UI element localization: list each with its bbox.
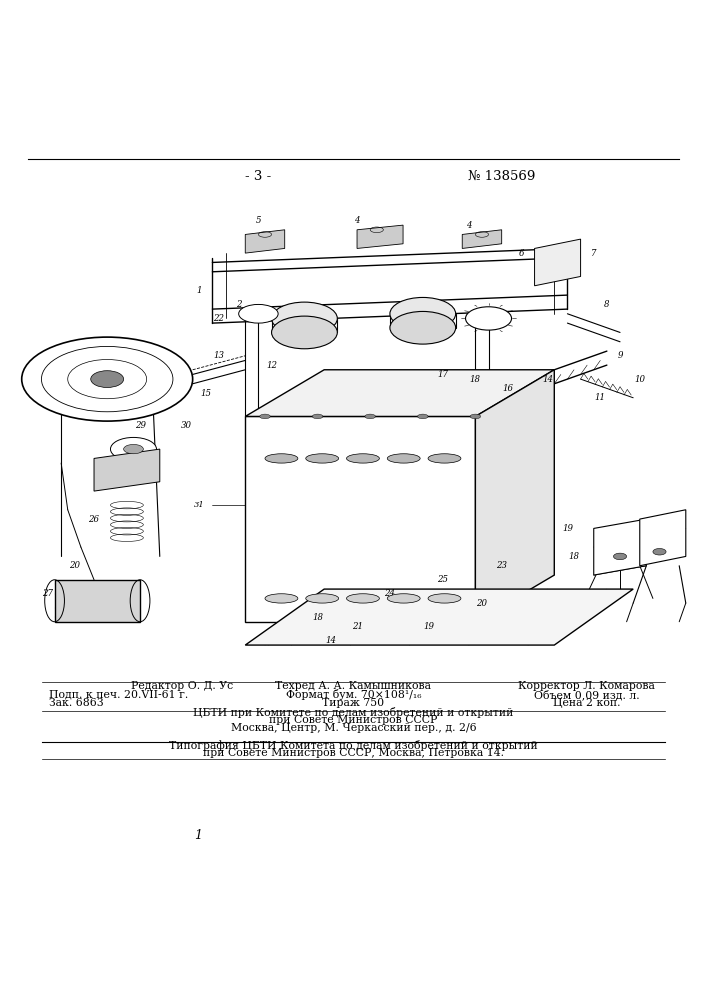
Text: 18: 18 (470, 375, 481, 384)
Text: 20: 20 (69, 561, 80, 570)
Text: 12: 12 (266, 361, 277, 370)
Text: 18: 18 (312, 613, 323, 622)
Text: 27: 27 (42, 589, 54, 598)
Ellipse shape (390, 311, 455, 344)
Ellipse shape (387, 454, 420, 463)
Text: 9: 9 (617, 351, 623, 360)
Text: 2: 2 (236, 300, 241, 309)
Text: 11: 11 (595, 393, 606, 402)
Text: 17: 17 (437, 370, 448, 379)
Text: 19: 19 (424, 622, 435, 631)
Text: 30: 30 (180, 421, 192, 430)
Ellipse shape (470, 414, 481, 419)
Text: 1: 1 (194, 829, 202, 842)
Polygon shape (534, 239, 580, 286)
Ellipse shape (346, 594, 380, 603)
Text: ЦБТИ при Комитете по делам изобретений и открытий: ЦБТИ при Комитете по делам изобретений и… (193, 707, 514, 718)
Text: 28: 28 (102, 468, 112, 477)
Ellipse shape (418, 414, 428, 419)
Polygon shape (245, 416, 475, 622)
Text: 14: 14 (542, 375, 553, 384)
Text: 6: 6 (519, 249, 524, 258)
Text: при Совете Министров СССР, Москва, Петровка 14.: при Совете Министров СССР, Москва, Петро… (203, 748, 504, 758)
Ellipse shape (390, 297, 455, 330)
Ellipse shape (124, 444, 144, 454)
Text: Тираж 750: Тираж 750 (322, 698, 385, 708)
Ellipse shape (614, 553, 626, 560)
Text: 18: 18 (568, 552, 580, 561)
Text: 31: 31 (194, 501, 204, 509)
Text: 5: 5 (256, 216, 261, 225)
Text: 20: 20 (477, 599, 487, 608)
Ellipse shape (265, 594, 298, 603)
Ellipse shape (428, 454, 461, 463)
Ellipse shape (271, 302, 337, 335)
Text: 4: 4 (354, 216, 360, 225)
Ellipse shape (305, 594, 339, 603)
Polygon shape (357, 225, 403, 248)
Polygon shape (94, 449, 160, 491)
Polygon shape (475, 370, 554, 622)
Text: 21: 21 (351, 622, 363, 631)
Text: 14: 14 (325, 636, 337, 645)
Text: 15: 15 (200, 389, 211, 398)
Polygon shape (245, 230, 285, 253)
Text: 25: 25 (437, 575, 448, 584)
Text: 29: 29 (134, 421, 146, 430)
Text: 8: 8 (604, 300, 609, 309)
Text: 13: 13 (214, 351, 224, 360)
Polygon shape (245, 589, 633, 645)
Text: Формат бум. 70×108¹/₁₆: Формат бум. 70×108¹/₁₆ (286, 689, 421, 700)
Text: 23: 23 (496, 561, 507, 570)
Text: Подп. к печ. 20.VII-61 г.: Подп. к печ. 20.VII-61 г. (49, 689, 189, 699)
Text: 19: 19 (562, 524, 573, 533)
Text: Зак. 6863: Зак. 6863 (49, 698, 104, 708)
Ellipse shape (265, 454, 298, 463)
Polygon shape (245, 370, 554, 416)
Ellipse shape (90, 371, 124, 388)
Text: при Совете Министров СССР: при Совете Министров СССР (269, 715, 438, 725)
Ellipse shape (305, 454, 339, 463)
Ellipse shape (259, 414, 270, 419)
Ellipse shape (312, 414, 323, 419)
Text: Редактор О. Д. Ус: Редактор О. Д. Ус (131, 681, 233, 691)
Text: № 138569: № 138569 (468, 170, 536, 183)
Ellipse shape (239, 304, 278, 323)
Text: Техред А. А. Камышникова: Техред А. А. Камышникова (276, 681, 431, 691)
Text: - 3 -: - 3 - (245, 170, 271, 183)
Ellipse shape (428, 594, 461, 603)
Ellipse shape (110, 437, 156, 461)
Text: Цена 2 коп.: Цена 2 коп. (553, 698, 621, 708)
Ellipse shape (22, 337, 192, 421)
Ellipse shape (465, 307, 512, 330)
Text: 7: 7 (591, 249, 597, 258)
Text: Москва, Центр, М. Черкасский пер., д. 2/6: Москва, Центр, М. Черкасский пер., д. 2/… (230, 723, 477, 733)
Polygon shape (54, 580, 140, 622)
Text: 1: 1 (197, 286, 202, 295)
Ellipse shape (271, 316, 337, 349)
Text: Объем 0,09 изд. л.: Объем 0,09 изд. л. (534, 689, 640, 700)
Text: 4: 4 (466, 221, 472, 230)
Text: 16: 16 (503, 384, 514, 393)
Text: 22: 22 (214, 314, 224, 323)
Polygon shape (594, 519, 646, 575)
Polygon shape (640, 510, 686, 566)
Text: Типография ЦБТИ Комитета по делам изобретений и открытий: Типография ЦБТИ Комитета по делам изобре… (169, 740, 538, 751)
Ellipse shape (387, 594, 420, 603)
Polygon shape (462, 230, 502, 248)
Text: Корректор Л. Комарова: Корректор Л. Комарова (518, 681, 655, 691)
Text: 24: 24 (385, 589, 395, 598)
Text: 10: 10 (634, 375, 645, 384)
Ellipse shape (346, 454, 380, 463)
Text: 26: 26 (88, 515, 100, 524)
Ellipse shape (365, 414, 375, 419)
Ellipse shape (653, 548, 666, 555)
